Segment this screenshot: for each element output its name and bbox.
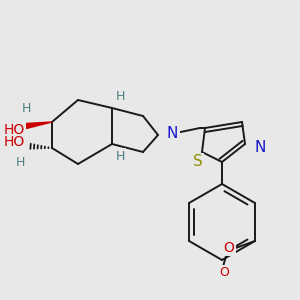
Text: O: O — [219, 266, 229, 280]
Text: H: H — [115, 89, 125, 103]
Text: N: N — [167, 125, 178, 140]
Text: HO: HO — [3, 123, 25, 137]
Text: HO: HO — [3, 135, 25, 149]
Text: H: H — [21, 101, 31, 115]
Text: O: O — [224, 241, 234, 255]
Polygon shape — [26, 122, 52, 128]
Text: N: N — [255, 140, 266, 155]
Text: H: H — [115, 149, 125, 163]
Text: H: H — [15, 157, 25, 169]
Text: S: S — [193, 154, 203, 169]
